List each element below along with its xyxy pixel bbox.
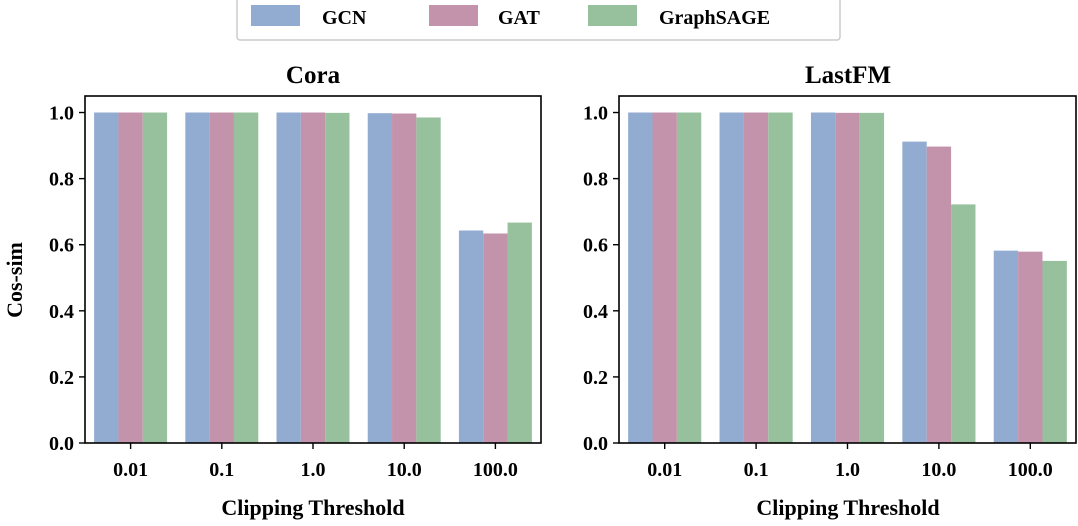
bar-gat-0.01 — [652, 112, 677, 444]
y-axis-label: Cos-sim — [2, 242, 27, 318]
bar-graphsage-0.1 — [768, 112, 793, 444]
bars — [628, 112, 1067, 444]
legend-label-gcn: GCN — [322, 7, 367, 29]
legend: GCN GAT GraphSAGE — [236, 0, 841, 41]
x-tick-label: 100.0 — [1008, 459, 1053, 481]
axis-ticks: 0.01 0.1 1.0 10.0 100.0 0.0 0.2 0.4 0.6 0.8 1.0 — [583, 103, 1053, 481]
x-tick-label: 0.01 — [113, 459, 148, 481]
x-tick-label: 10.0 — [921, 459, 956, 481]
x-tick-label: 0.01 — [647, 459, 682, 481]
bar-graphsage-0.01 — [142, 112, 168, 444]
bar-gcn-0.1 — [185, 112, 210, 444]
y-tick-label: 0.0 — [583, 433, 608, 455]
chart-title: Cora — [286, 62, 341, 89]
bar-gcn-1.0 — [810, 112, 836, 444]
bar-graphsage-0.01 — [676, 112, 702, 444]
bar-gcn-0.1 — [719, 112, 744, 444]
x-tick-label: 1.0 — [301, 459, 326, 481]
bar-gat-10.0 — [926, 146, 952, 443]
y-tick-label: 0.2 — [49, 367, 74, 389]
y-tick-label: 0.8 — [583, 169, 608, 191]
y-tick-label: 0.2 — [583, 367, 608, 389]
plot-frame — [84, 95, 542, 444]
chart-title: LastFM — [805, 62, 891, 89]
bar-gcn-1.0 — [276, 112, 301, 444]
x-axis-label: Clipping Threshold — [221, 495, 404, 520]
bar-gcn-0.01 — [628, 112, 653, 444]
y-tick-label: 0.4 — [49, 301, 74, 323]
x-tick-label: 1.0 — [835, 459, 860, 481]
x-axis-label: Clipping Threshold — [756, 495, 939, 520]
bars — [94, 112, 532, 444]
x-tick-label: 0.1 — [744, 459, 769, 481]
legend-swatch-gcn — [251, 5, 300, 26]
bar-gat-1.0 — [300, 112, 326, 444]
x-tick-label: 10.0 — [387, 459, 422, 481]
legend-swatch-gat — [429, 5, 478, 26]
y-tick-label: 0.6 — [583, 235, 608, 257]
bar-gat-0.1 — [743, 112, 769, 444]
y-tick-label: 1.0 — [583, 103, 608, 125]
bar-graphsage-1.0 — [859, 112, 885, 443]
bar-gat-100.0 — [483, 233, 508, 443]
legend-label-gat: GAT — [498, 7, 541, 29]
y-tick-label: 0.8 — [49, 169, 74, 191]
bar-graphsage-1.0 — [325, 112, 350, 443]
bar-gat-0.01 — [118, 112, 143, 444]
bar-gcn-0.01 — [94, 112, 119, 444]
legend-swatch-graphsage — [588, 5, 637, 26]
y-tick-label: 0.4 — [583, 301, 608, 323]
bar-gat-100.0 — [1018, 251, 1043, 443]
bar-gcn-100.0 — [458, 230, 484, 443]
y-tick-label: 1.0 — [49, 103, 74, 125]
x-tick-label: 0.1 — [209, 459, 234, 481]
axis-ticks: 0.01 0.1 1.0 10.0 100.0 0.0 0.2 0.4 0.6 0.8 1.0 — [49, 103, 518, 481]
chart-cora: Cora Clipping Threshold Cos-sim 0.01 0.1 1… — [2, 62, 542, 520]
bar-gat-0.1 — [209, 112, 234, 444]
bar-graphsage-100.0 — [1042, 260, 1067, 443]
x-tick-label: 100.0 — [473, 459, 518, 481]
bar-graphsage-10.0 — [416, 117, 441, 443]
bar-graphsage-0.1 — [233, 112, 259, 444]
bar-gcn-10.0 — [902, 141, 927, 444]
bar-graphsage-100.0 — [507, 222, 532, 443]
bar-gat-1.0 — [835, 112, 860, 443]
bar-graphsage-10.0 — [951, 204, 976, 443]
legend-frame — [236, 0, 841, 41]
plot-frame — [618, 95, 1077, 444]
y-tick-label: 0.6 — [49, 235, 74, 257]
legend-label-graphsage: GraphSAGE — [659, 7, 770, 29]
bar-gcn-100.0 — [993, 250, 1019, 443]
bar-gcn-10.0 — [367, 113, 393, 444]
y-tick-label: 0.0 — [49, 433, 74, 455]
bar-gat-10.0 — [392, 113, 417, 444]
chart-lastfm: LastFM Clipping Threshold 0.01 0.1 1.0 10.0… — [583, 62, 1077, 520]
